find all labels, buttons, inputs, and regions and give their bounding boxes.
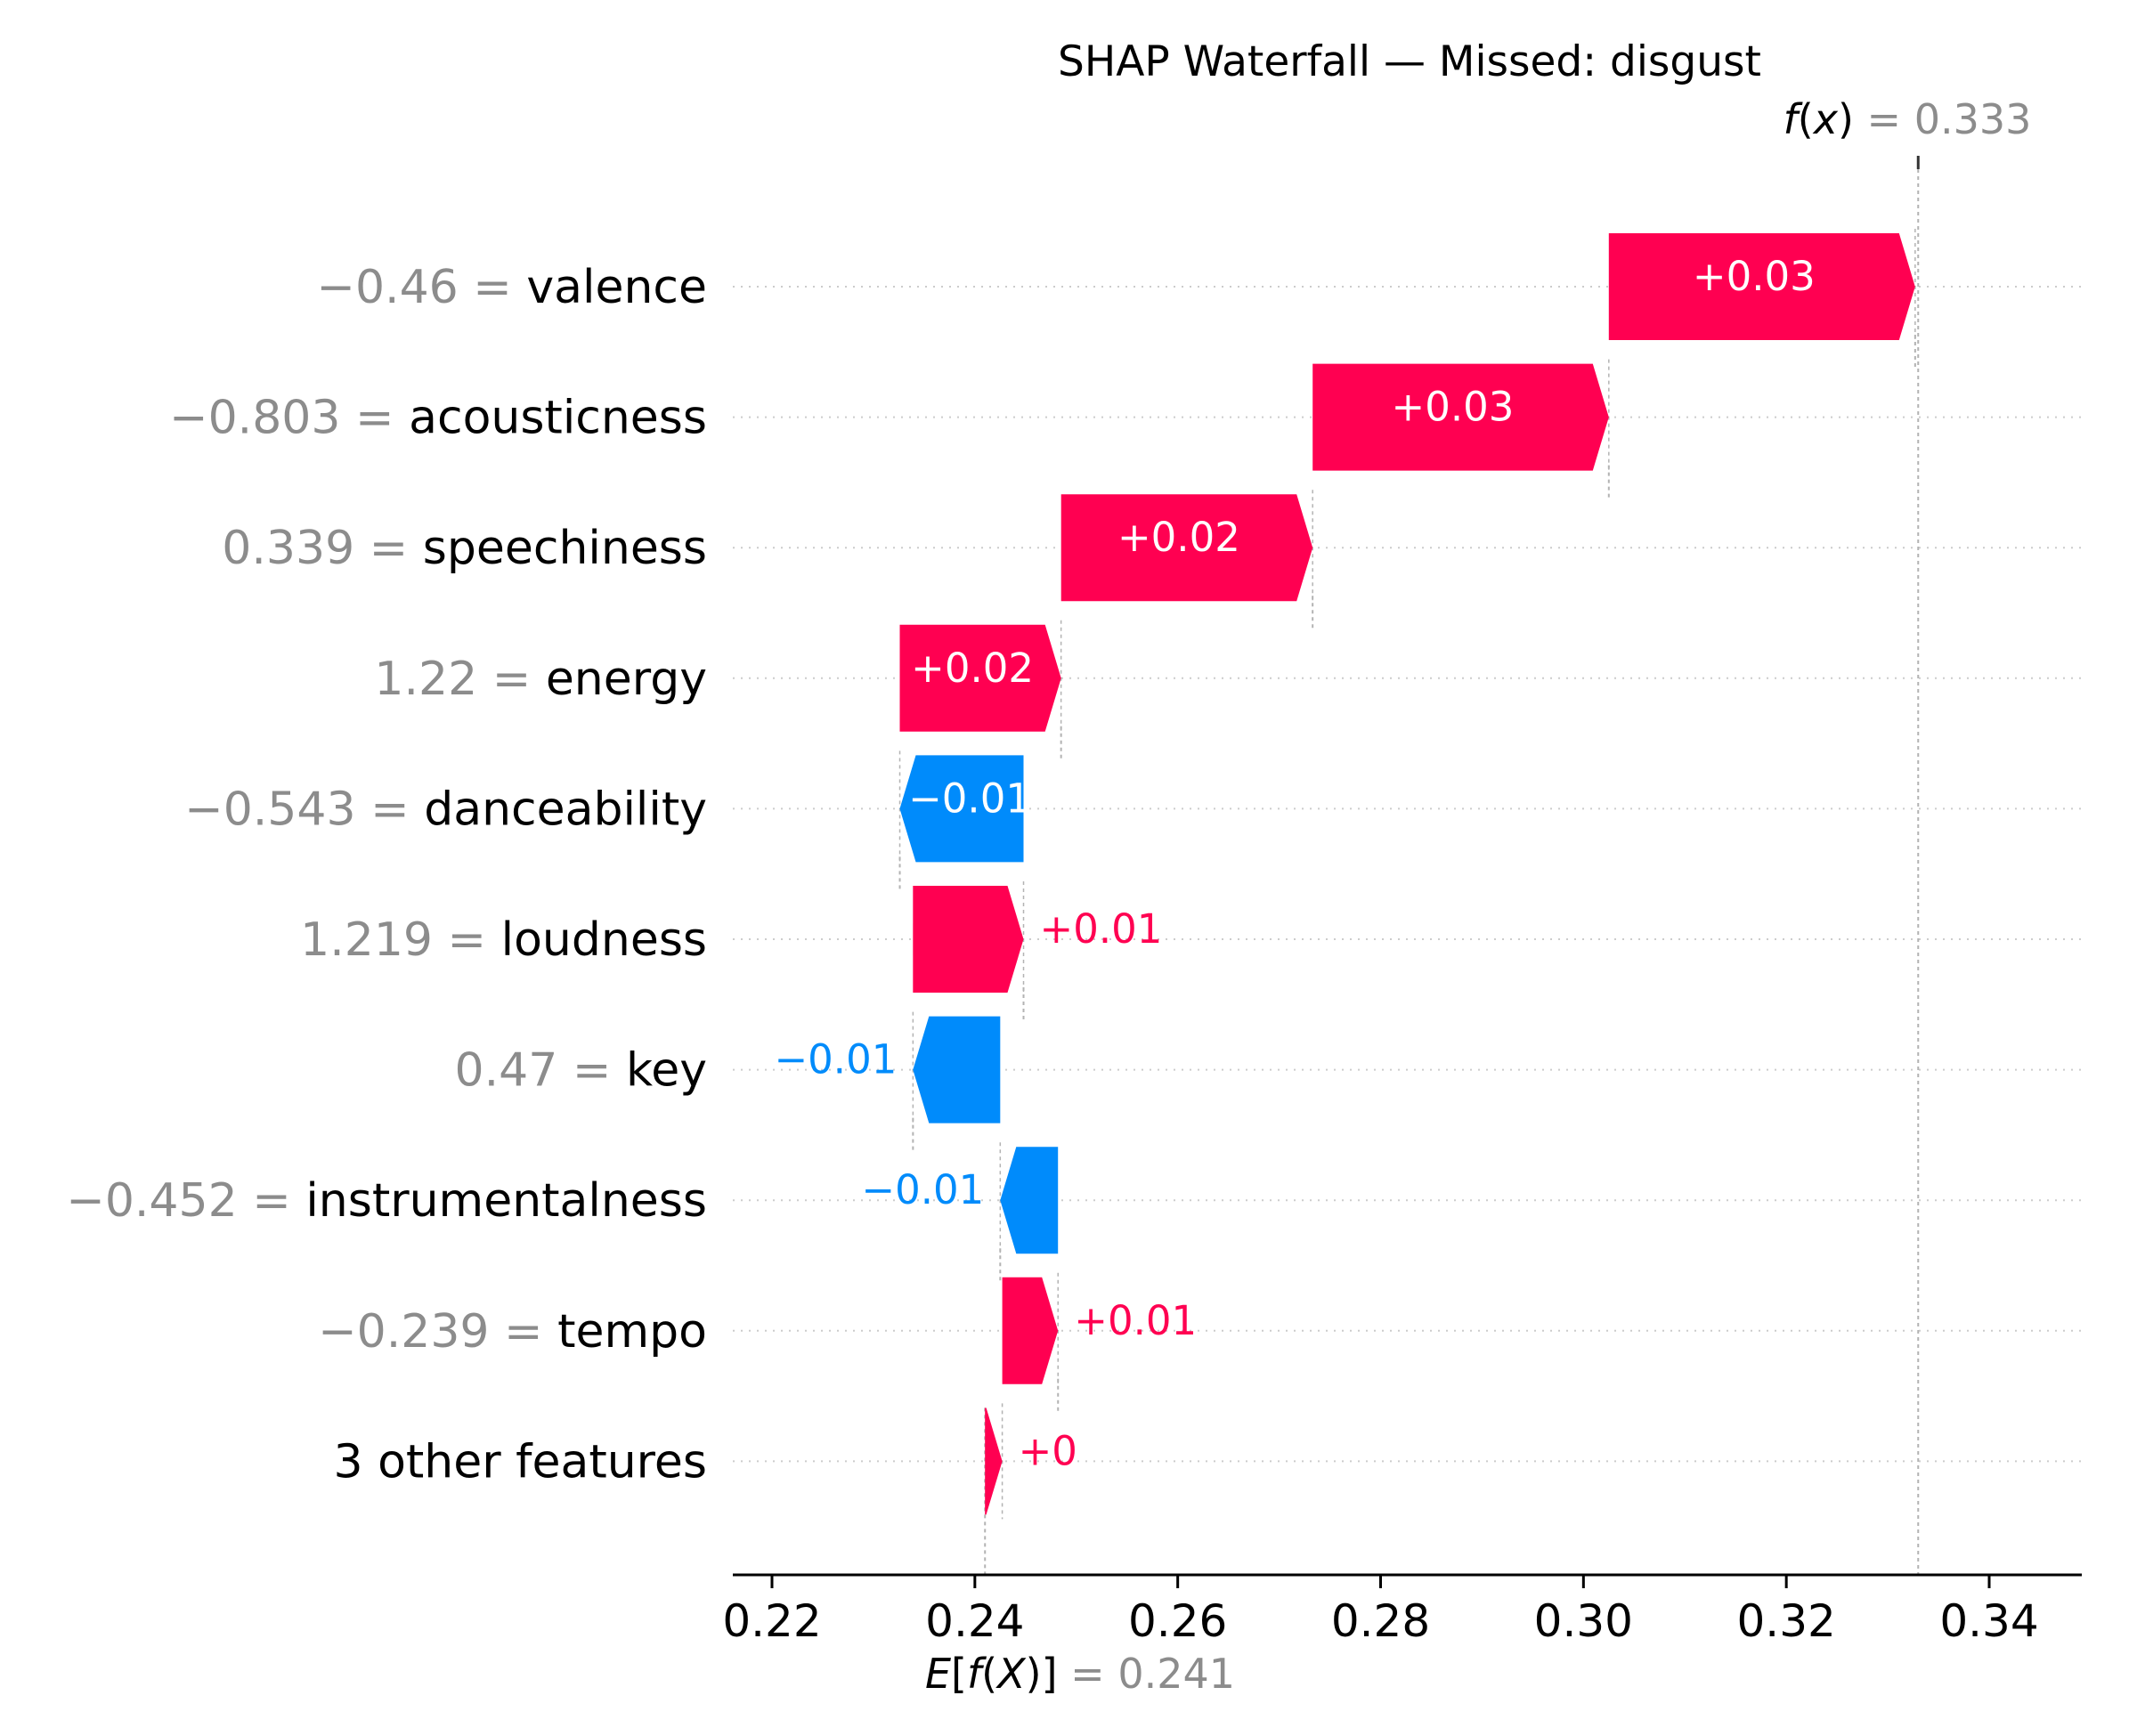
- bar-value-label: +0.02: [911, 645, 1034, 692]
- feature-value: −0.803 =: [169, 392, 409, 445]
- x-axis-ticks: 0.22 0.24 0.26 0.28 0.30 0.32 0.34: [722, 1575, 2039, 1647]
- x-tick-label: 0.30: [1534, 1595, 1633, 1647]
- base-value-number: 0.241: [1117, 1650, 1235, 1698]
- feature-label: 1.22 = energy: [374, 653, 707, 706]
- feature-value: 1.22 =: [374, 653, 545, 706]
- feature-name: danceability: [424, 783, 707, 836]
- contribution-bar: [899, 624, 1061, 732]
- feature-value: −0.46 =: [316, 261, 526, 314]
- feature-label: 0.339 = speechiness: [222, 522, 707, 575]
- feature-name: acousticness: [409, 392, 707, 445]
- feature-label: −0.803 = acousticness: [169, 392, 707, 445]
- feature-name: loudness: [501, 913, 707, 967]
- feature-value: −0.239 =: [318, 1305, 557, 1359]
- bar-value-label: +0.02: [1117, 514, 1240, 561]
- feature-name: tempo: [557, 1305, 707, 1359]
- bar-value-label: +0.01: [1040, 905, 1163, 953]
- feature-label: −0.46 = valence: [316, 261, 707, 314]
- feature-name: instrumentalness: [305, 1174, 707, 1228]
- contribution-bar: [1060, 494, 1313, 602]
- bar-value-label: +0: [1019, 1427, 1077, 1474]
- contribution-bars: [899, 233, 1915, 1515]
- x-tick-label: 0.26: [1128, 1595, 1227, 1647]
- feature-label: −0.543 = danceability: [184, 783, 707, 836]
- contribution-bar: [899, 755, 1024, 863]
- feature-name: 3 other features: [333, 1435, 707, 1489]
- feature-label: 1.219 = loudness: [300, 913, 707, 967]
- x-tick-label: 0.22: [722, 1595, 821, 1647]
- bar-value-label: +0.03: [1392, 384, 1515, 431]
- contribution-bar: [913, 886, 1024, 993]
- feature-label: 3 other features: [333, 1435, 707, 1489]
- feature-labels: −0.46 = valence +0.03 −0.803 = acousticnes…: [66, 253, 1816, 1489]
- contribution-bar: [1000, 1147, 1059, 1254]
- feature-value: −0.543 =: [184, 783, 424, 836]
- x-tick-label: 0.32: [1737, 1595, 1836, 1647]
- feature-label: 0.47 = key: [455, 1044, 707, 1098]
- output-value-marker: f(x) = 0.333: [1784, 95, 2032, 169]
- bar-value-label: −0.01: [774, 1036, 897, 1083]
- contribution-bar: [985, 1407, 1003, 1515]
- contribution-bar: [1608, 233, 1915, 340]
- feature-value: 0.47 =: [455, 1044, 626, 1098]
- contribution-bar: [1312, 363, 1609, 471]
- base-value-marker: E[f(X)] = 0.241: [925, 1650, 1235, 1698]
- chart-title: SHAP Waterfall — Missed: disgust: [1058, 37, 1761, 86]
- bar-value-label: +0.03: [1693, 253, 1816, 300]
- output-value-label: f(x) = 0.333: [1784, 95, 2032, 143]
- base-value-label: E[f(X)] = 0.241: [925, 1650, 1235, 1698]
- feature-name: key: [626, 1044, 707, 1098]
- bar-value-label: −0.01: [861, 1166, 984, 1213]
- bar-value-label: −0.01: [908, 775, 1031, 822]
- feature-value: 1.219 =: [300, 913, 501, 967]
- contribution-bar: [913, 1016, 1001, 1124]
- feature-label: −0.239 = tempo: [318, 1305, 707, 1359]
- bar-value-label: +0.01: [1074, 1297, 1197, 1344]
- contribution-bar: [1002, 1277, 1059, 1384]
- feature-name: valence: [526, 261, 707, 314]
- x-tick-label: 0.34: [1939, 1595, 2038, 1647]
- feature-label: −0.452 = instrumentalness: [66, 1174, 707, 1228]
- feature-value: 0.339 =: [222, 522, 423, 575]
- feature-name: energy: [546, 653, 707, 706]
- feature-name: speechiness: [423, 522, 707, 575]
- x-tick-label: 0.28: [1331, 1595, 1430, 1647]
- output-value-number: 0.333: [1914, 95, 2032, 143]
- feature-value: −0.452 =: [66, 1174, 305, 1228]
- x-tick-label: 0.24: [925, 1595, 1024, 1647]
